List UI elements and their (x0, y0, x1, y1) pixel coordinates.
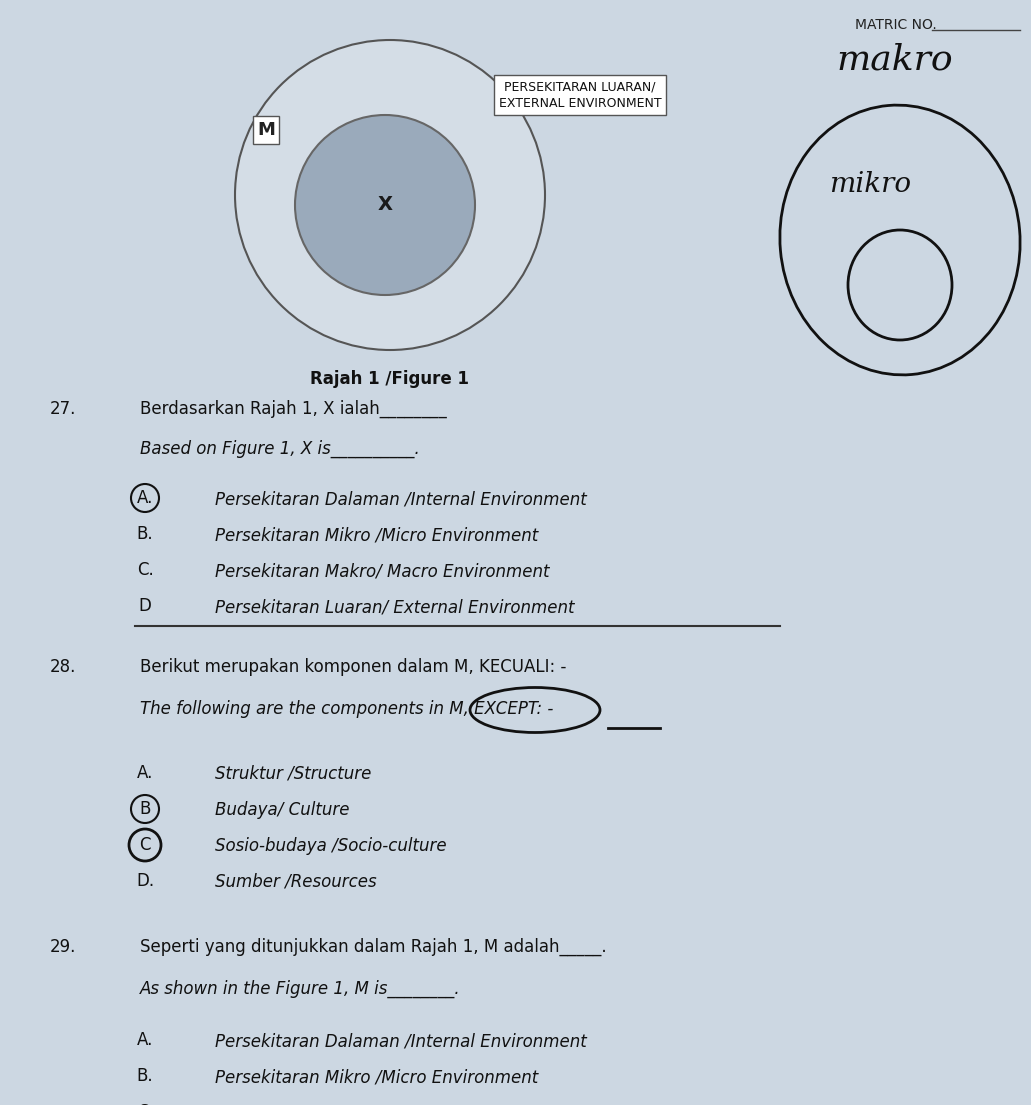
Text: A.: A. (137, 764, 154, 782)
Text: C: C (139, 836, 151, 854)
Ellipse shape (295, 115, 475, 295)
Text: MATRIC NO.: MATRIC NO. (855, 18, 937, 32)
Text: 27.: 27. (49, 400, 76, 418)
Text: Seperti yang ditunjukkan dalam Rajah 1, M adalah_____.: Seperti yang ditunjukkan dalam Rajah 1, … (140, 938, 606, 956)
Text: Rajah 1 /Figure 1: Rajah 1 /Figure 1 (310, 370, 469, 388)
Text: X: X (377, 196, 393, 214)
Text: A.: A. (137, 490, 154, 507)
Text: Persekitaran Mikro /Micro Environment: Persekitaran Mikro /Micro Environment (215, 526, 538, 544)
Text: Persekitaran Makro/ Macro Environment: Persekitaran Makro/ Macro Environment (215, 562, 550, 580)
Text: Persekitaran Dalaman /Internal Environment: Persekitaran Dalaman /Internal Environme… (215, 1032, 587, 1050)
Text: Struktur /Structure: Struktur /Structure (215, 765, 371, 783)
Text: The following are the components in M, EXCEPT: -: The following are the components in M, E… (140, 699, 554, 718)
Ellipse shape (849, 230, 952, 340)
Text: B.: B. (137, 525, 154, 543)
Ellipse shape (779, 105, 1020, 375)
Text: A.: A. (137, 1031, 154, 1049)
Text: Based on Figure 1, X is__________.: Based on Figure 1, X is__________. (140, 440, 420, 459)
Text: C.: C. (137, 1103, 154, 1105)
Text: 29.: 29. (49, 938, 76, 956)
Text: mikro: mikro (829, 171, 911, 199)
Text: Berdasarkan Rajah 1, X ialah________: Berdasarkan Rajah 1, X ialah________ (140, 400, 446, 419)
Text: D: D (138, 597, 152, 615)
Text: B: B (139, 800, 151, 818)
Text: Sosio-budaya /Socio-culture: Sosio-budaya /Socio-culture (215, 836, 446, 855)
Text: Persekitaran Luaran/ External Environment: Persekitaran Luaran/ External Environmen… (215, 598, 574, 615)
Text: 28.: 28. (49, 657, 76, 676)
Text: Budaya/ Culture: Budaya/ Culture (215, 801, 350, 819)
Text: Berikut merupakan komponen dalam M, KECUALI: -: Berikut merupakan komponen dalam M, KECU… (140, 657, 566, 676)
Text: M: M (257, 122, 275, 139)
Text: Sumber /Resources: Sumber /Resources (215, 873, 376, 891)
Text: As shown in the Figure 1, M is________.: As shown in the Figure 1, M is________. (140, 980, 461, 998)
Ellipse shape (235, 40, 545, 350)
Text: PERSEKITARAN LUARAN/
EXTERNAL ENVIRONMENT: PERSEKITARAN LUARAN/ EXTERNAL ENVIRONMEN… (499, 80, 661, 110)
Text: D.: D. (136, 872, 154, 890)
Text: B.: B. (137, 1067, 154, 1085)
Text: C.: C. (137, 561, 154, 579)
Text: Persekitaran Dalaman /Internal Environment: Persekitaran Dalaman /Internal Environme… (215, 490, 587, 508)
Text: makro: makro (837, 43, 954, 77)
Text: Persekitaran Mikro /Micro Environment: Persekitaran Mikro /Micro Environment (215, 1069, 538, 1086)
